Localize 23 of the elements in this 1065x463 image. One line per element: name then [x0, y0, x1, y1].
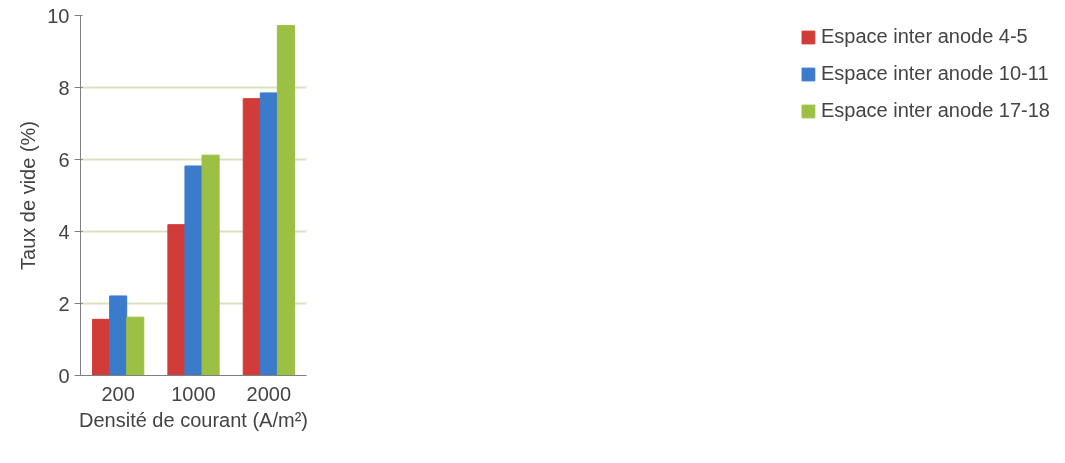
- bar: [109, 295, 128, 376]
- bar: [276, 25, 295, 376]
- y-tick-label: 2: [58, 292, 70, 315]
- y-tick-label: 4: [58, 220, 70, 243]
- bar: [92, 318, 111, 376]
- bar: [167, 224, 186, 376]
- legend-label: Espace inter anode 17-18: [820, 99, 1050, 122]
- x-tick-label: 1000: [171, 382, 216, 405]
- legend-label: Espace inter anode 4-5: [820, 25, 1028, 48]
- bar: [201, 154, 220, 376]
- legend-label: Espace inter anode 10-11: [820, 62, 1049, 85]
- x-axis-title: Densité de courant (A/m²): [79, 408, 308, 431]
- bar: [184, 165, 203, 376]
- bar: [126, 316, 145, 376]
- y-tick-label: 6: [58, 148, 70, 171]
- bar: [242, 98, 261, 376]
- y-tick-label: 0: [58, 364, 70, 387]
- x-tick-label: 200: [101, 382, 135, 405]
- x-tick-label: 2000: [246, 382, 292, 405]
- y-axis-title: Taux de vide (%): [17, 121, 40, 270]
- y-tick-label: 10: [47, 4, 70, 27]
- bar: [259, 92, 278, 376]
- y-tick-label: 8: [58, 76, 70, 99]
